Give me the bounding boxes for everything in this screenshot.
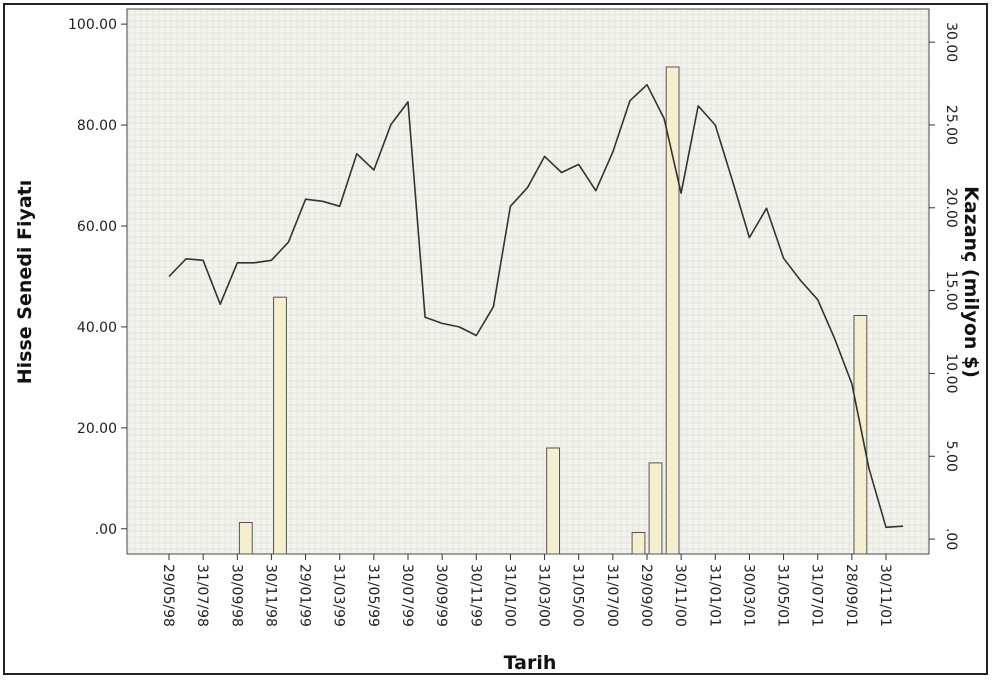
bar — [853, 315, 868, 555]
x-tick-label: 31/07/01 — [809, 564, 825, 627]
y-left-tick-label: 20.00 — [77, 421, 117, 437]
x-tick-label: 28/09/01 — [843, 564, 859, 627]
x-tick-label: 30/09/99 — [433, 564, 449, 627]
y-right-tick-label: 5.00 — [943, 441, 959, 472]
y-left-tick-label: 40.00 — [77, 320, 117, 336]
y-right-tick-label: 10.00 — [943, 353, 959, 393]
x-tick-label: 29/09/00 — [638, 564, 654, 627]
x-tick-label: 29/05/98 — [160, 564, 176, 627]
y-axis-left-title: Hisse Senedi Fiyatı — [14, 180, 36, 385]
x-tick-label: 30/11/01 — [877, 564, 893, 627]
line-layer — [168, 83, 904, 529]
bar — [631, 532, 646, 555]
bar — [273, 296, 287, 555]
x-tick-label: 31/07/98 — [194, 564, 210, 627]
y-left-tick-label: 100.00 — [68, 17, 117, 33]
x-tick-label: 31/05/00 — [570, 564, 586, 627]
bar — [238, 522, 253, 555]
x-axis-title: Tarih — [504, 652, 557, 674]
y-right-tick-label: 20.00 — [943, 188, 959, 228]
bar — [546, 447, 561, 555]
x-tick-label: 29/01/99 — [297, 564, 313, 627]
bars-layer — [238, 66, 868, 555]
y-right-tick-label: 25.00 — [943, 105, 959, 145]
y-left-tick-label: 60.00 — [77, 219, 117, 235]
y-axis-right-title: Kazanç (milyon $) — [960, 186, 982, 378]
y-right-tick-label: .00 — [943, 528, 959, 550]
y-right-tick-label: 15.00 — [943, 271, 959, 311]
y-right-tick-label: 30.00 — [943, 22, 959, 62]
x-tick-label: 31/01/00 — [501, 564, 517, 627]
price-line — [168, 83, 904, 529]
bar — [648, 462, 663, 555]
x-tick-label: 31/01/01 — [706, 564, 722, 627]
x-tick-label: 30/09/98 — [228, 564, 244, 627]
x-tick-label: 31/07/00 — [604, 564, 620, 627]
x-tick-label: 30/03/01 — [740, 564, 756, 627]
y-left-tick-label: 80.00 — [77, 118, 117, 134]
bar — [665, 66, 680, 555]
x-tick-label: 31/03/99 — [331, 564, 347, 627]
axes-layer: .00 20.00 40.00 60.00 80.00 100.00 .00 5.00 10.0… — [68, 17, 959, 627]
y-left-tick-label: .00 — [95, 522, 117, 538]
x-tick-label: 31/03/00 — [536, 564, 552, 627]
x-tick-label: 31/05/99 — [365, 564, 381, 627]
x-tick-label: 30/11/98 — [262, 564, 278, 627]
x-tick-label: 30/07/99 — [399, 564, 415, 627]
x-tick-label: 30/11/99 — [467, 564, 483, 627]
x-tick-label: 30/11/00 — [672, 564, 688, 627]
plot-area — [126, 8, 930, 555]
x-tick-label: 31/05/01 — [775, 564, 791, 627]
